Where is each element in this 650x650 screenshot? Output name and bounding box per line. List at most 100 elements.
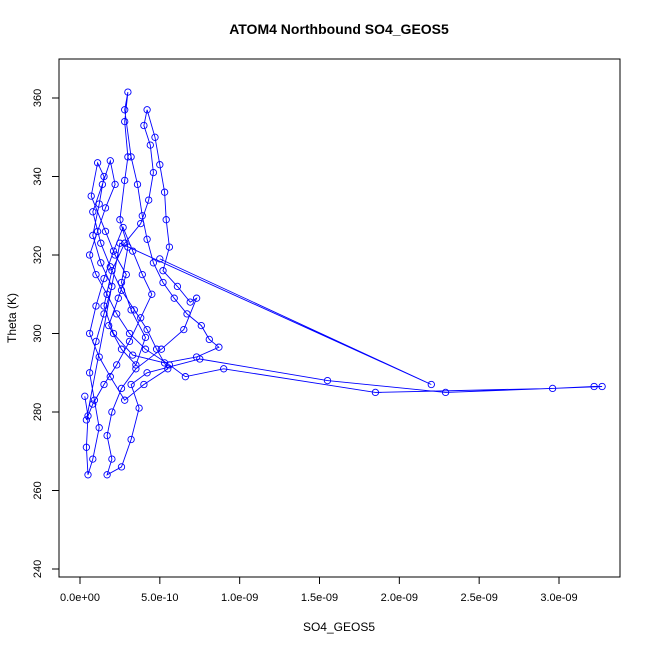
data-point (100, 380, 108, 389)
data-point (165, 243, 174, 251)
data-point (548, 384, 557, 393)
data-point (117, 463, 126, 471)
x-axis: 0.0e+00 5.0e-10 1.0e-09 1.5e-09 2.0e-09 2.5e-… (60, 576, 578, 604)
x-tick-label: 0.0e+00 (60, 592, 100, 604)
y-tick-label: 260 (32, 481, 44, 499)
data-point (157, 345, 166, 353)
y-axis: 240 260 280 300 320 340 360 (32, 89, 60, 578)
data-point (590, 382, 598, 391)
data-point (141, 345, 150, 353)
data-point (103, 431, 111, 440)
data-point (159, 267, 167, 275)
data-point (117, 345, 126, 353)
data-point (105, 321, 113, 330)
x-tick-label: 1.0e-09 (221, 592, 258, 604)
data-point (81, 392, 89, 400)
y-tick-label: 240 (32, 560, 44, 578)
data-point (89, 208, 97, 216)
data-point (111, 251, 119, 259)
data-point (92, 302, 100, 310)
data-point (441, 388, 450, 397)
data-point (124, 153, 132, 161)
data-point (146, 141, 154, 149)
data-point (173, 282, 182, 291)
data-point (127, 435, 135, 444)
data-point (427, 380, 435, 389)
data-point (108, 455, 116, 463)
series-line (84, 92, 603, 476)
data-point (323, 376, 332, 385)
data-point (143, 369, 151, 377)
data-point (196, 355, 204, 363)
data-point (121, 106, 129, 114)
data-point (117, 384, 126, 393)
data-point (140, 380, 148, 389)
data-point (183, 310, 191, 318)
data-point (108, 408, 116, 416)
data-point (132, 365, 140, 373)
data-point (97, 259, 105, 267)
data-point (138, 212, 146, 220)
data-point (95, 424, 103, 432)
data-point (100, 302, 108, 310)
chart-title: ATOM4 Northbound SO4_GEOS5 (229, 21, 449, 37)
data-point (97, 239, 105, 247)
data-point (160, 188, 169, 196)
data-point (170, 294, 178, 302)
data-point (95, 353, 103, 361)
data-point (113, 310, 121, 318)
y-tick-label: 360 (32, 89, 44, 107)
data-point (122, 270, 130, 279)
y-tick-label: 300 (32, 324, 44, 342)
data-point (121, 396, 129, 404)
data-point (130, 306, 138, 314)
data-point (111, 180, 119, 189)
data-point (85, 329, 94, 338)
data-point (165, 361, 174, 369)
data-point (156, 255, 164, 263)
data-point (143, 325, 151, 334)
plot-frame (58, 58, 621, 578)
data-point (129, 247, 137, 255)
data-point (106, 263, 114, 271)
data-point (106, 373, 114, 381)
data-point (197, 321, 205, 330)
x-tick-label: 2.0e-09 (381, 592, 418, 604)
data-point (84, 412, 92, 420)
data-point (121, 176, 129, 185)
data-point (205, 335, 213, 344)
data-point (93, 227, 102, 236)
data-point (138, 270, 146, 279)
data-point (215, 343, 223, 351)
data-point (132, 361, 140, 369)
data-point (117, 278, 126, 287)
data-point (159, 278, 167, 287)
data-point (124, 88, 132, 96)
data-point (95, 200, 103, 208)
data-point (186, 298, 194, 306)
data-point (119, 223, 127, 232)
data-point (192, 294, 201, 302)
data-point (103, 290, 111, 298)
data-point (106, 157, 114, 165)
data-point (84, 471, 92, 479)
data-point (220, 365, 228, 373)
data-point (121, 117, 129, 126)
data-point (103, 471, 111, 479)
data-point (90, 396, 99, 404)
data-point (109, 329, 118, 338)
data-point (160, 359, 169, 367)
data-point (135, 404, 143, 412)
data-point (117, 286, 126, 294)
data-point (164, 365, 172, 373)
data-point (89, 455, 97, 463)
x-axis-label: SO4_GEOS5 (303, 620, 375, 634)
data-point (141, 333, 150, 342)
data-point (156, 161, 164, 169)
data-point (92, 270, 100, 279)
x-tick-label: 2.5e-09 (461, 592, 498, 604)
data-point (100, 274, 108, 283)
data-point (100, 172, 108, 181)
data-point (143, 235, 151, 243)
